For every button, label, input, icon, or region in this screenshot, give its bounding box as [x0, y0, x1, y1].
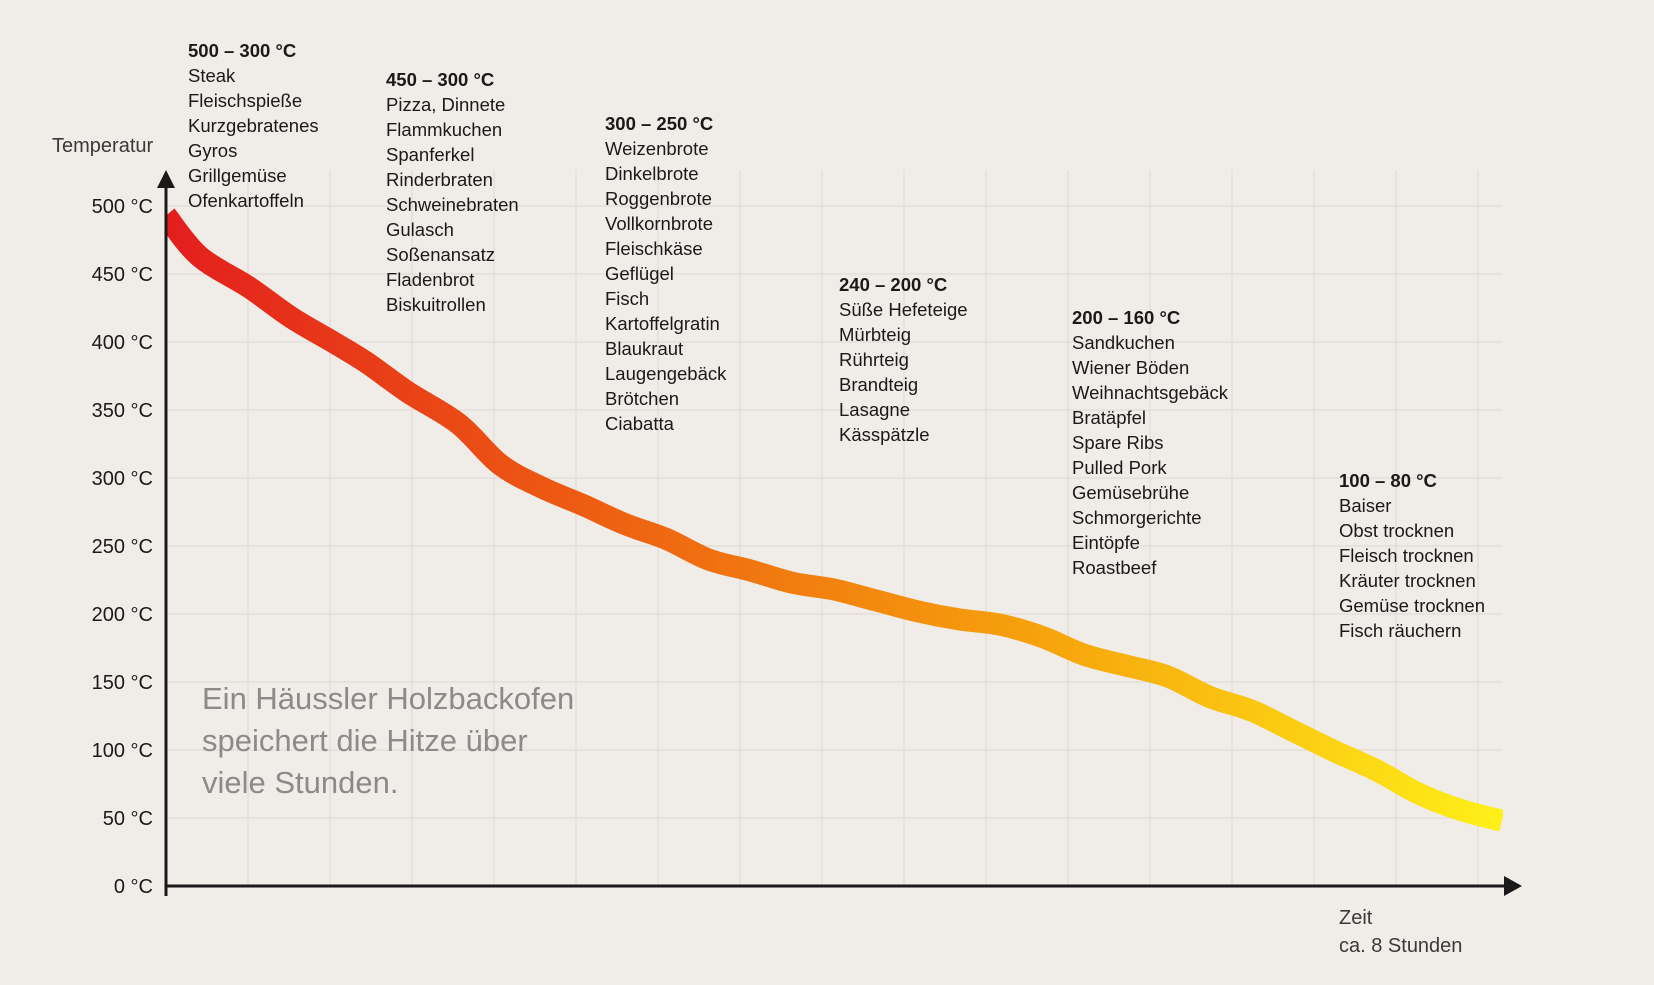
food-item: Brandteig [839, 374, 919, 395]
temp-range-group: 450 – 300 °C Pizza, Dinnete Flammkuchen Spa… [386, 67, 519, 317]
y-tick-label: 250 °C [92, 536, 153, 558]
food-item: Vollkornbrote [605, 213, 713, 234]
food-item: Fleisch trocknen [1339, 545, 1474, 566]
y-axis-arrow-icon [157, 170, 175, 188]
food-item: Fleischkäse [605, 238, 703, 259]
temp-range-group: 240 – 200 °C Süße Hefeteige Mürbteig Rührte… [839, 272, 968, 447]
food-item: Süße Hefeteige [839, 299, 968, 320]
food-item: Sandkuchen [1072, 332, 1175, 353]
food-item: Rührteig [839, 349, 909, 370]
food-item: Dinkelbrote [605, 163, 699, 184]
temp-range-heading: 200 – 160 °C [1072, 307, 1181, 328]
tagline-line-1: Ein Häussler Holzbackofen [202, 681, 575, 716]
food-item: Schweinebraten [386, 194, 519, 215]
x-axis-title: Zeit [1339, 907, 1373, 929]
y-axis-tick-labels: 0 °C 50 °C 100 °C 150 °C 200 °C 250 °C 300 °C 3… [92, 196, 153, 898]
food-item: Gemüse trocknen [1339, 595, 1486, 616]
tagline: Ein Häussler Holzbackofen speichert die … [202, 678, 574, 804]
y-tick-label: 50 °C [103, 808, 153, 830]
food-item: Kartoffelgratin [605, 313, 720, 334]
food-item: Brötchen [605, 388, 680, 409]
y-axis-title: Temperatur [52, 135, 153, 157]
food-item: Fleischspieße [188, 90, 303, 111]
food-item: Ciabatta [605, 413, 674, 434]
y-tick-label: 150 °C [92, 672, 153, 694]
y-tick-label: 300 °C [92, 468, 153, 490]
food-item: Flammkuchen [386, 119, 503, 140]
food-item: Wiener Böden [1072, 357, 1190, 378]
temp-range-heading: 500 – 300 °C [188, 40, 297, 61]
grid-lines [166, 170, 1502, 886]
food-item: Weihnachtsgebäck [1072, 382, 1228, 403]
food-item: Schmorgerichte [1072, 507, 1202, 528]
food-item: Fisch räuchern [1339, 620, 1462, 641]
food-item: Roastbeef [1072, 557, 1157, 578]
y-tick-label: 500 °C [92, 196, 153, 218]
food-item: Baiser [1339, 495, 1392, 516]
food-item: Bratäpfel [1072, 407, 1147, 428]
food-item: Roggenbrote [605, 188, 712, 209]
food-item: Biskuitrollen [386, 294, 486, 315]
food-item: Geflügel [605, 263, 674, 284]
food-item: Spare Ribs [1072, 432, 1164, 453]
temp-range-heading: 240 – 200 °C [839, 274, 948, 295]
tagline-line-2: speichert die Hitze über [202, 723, 528, 758]
temperature-curve [166, 208, 1503, 832]
x-axis-arrow-icon [1504, 876, 1522, 896]
y-tick-label: 350 °C [92, 400, 153, 422]
food-item: Rinderbraten [386, 169, 493, 190]
food-item: Mürbteig [839, 324, 911, 345]
y-tick-label: 400 °C [92, 332, 153, 354]
curve-layer [166, 208, 1503, 832]
food-item: Eintöpfe [1072, 532, 1140, 553]
temp-range-heading: 450 – 300 °C [386, 69, 495, 90]
temp-range-heading: 100 – 80 °C [1339, 470, 1437, 491]
temp-range-group: 300 – 250 °C Weizenbrote Dinkelbrote Roggen… [605, 111, 726, 436]
food-item: Fladenbrot [386, 269, 475, 290]
food-item: Fisch [605, 288, 650, 309]
food-item: Obst trocknen [1339, 520, 1455, 541]
y-tick-label: 200 °C [92, 604, 153, 626]
y-tick-label: 450 °C [92, 264, 153, 286]
temp-range-group: 200 – 160 °C Sandkuchen Wiener Böden Weihna… [1072, 305, 1228, 580]
food-item: Lasagne [839, 399, 910, 420]
food-item: Kräuter trocknen [1339, 570, 1476, 591]
food-item: Gemüsebrühe [1072, 482, 1190, 503]
y-tick-label: 100 °C [92, 740, 153, 762]
y-tick-label: 0 °C [114, 876, 153, 898]
food-item: Gulasch [386, 219, 454, 240]
food-item: Gyros [188, 140, 238, 161]
tagline-line-3: viele Stunden. [202, 765, 399, 800]
food-item: Pizza, Dinnete [386, 94, 506, 115]
food-item: Spanferkel [386, 144, 475, 165]
food-item: Soßenansatz [386, 244, 496, 265]
food-item: Blaukraut [605, 338, 684, 359]
x-axis-duration: ca. 8 Stunden [1339, 935, 1462, 957]
food-item: Weizenbrote [605, 138, 709, 159]
axes [157, 170, 1522, 896]
food-item: Laugengebäck [605, 363, 727, 384]
food-item: Steak [188, 65, 236, 86]
food-item: Kässpätzle [839, 424, 930, 445]
food-item: Grillgemüse [188, 165, 287, 186]
temp-range-group: 100 – 80 °C Baiser Obst trocknen Fleisch tr… [1339, 468, 1485, 643]
food-item: Kurzgebratenes [188, 115, 319, 136]
food-item: Pulled Pork [1072, 457, 1167, 478]
temp-range-group: 500 – 300 °C Steak Fleischspieße Kurzgebrat… [188, 38, 319, 213]
food-item: Ofenkartoffeln [188, 190, 304, 211]
temp-range-heading: 300 – 250 °C [605, 113, 714, 134]
